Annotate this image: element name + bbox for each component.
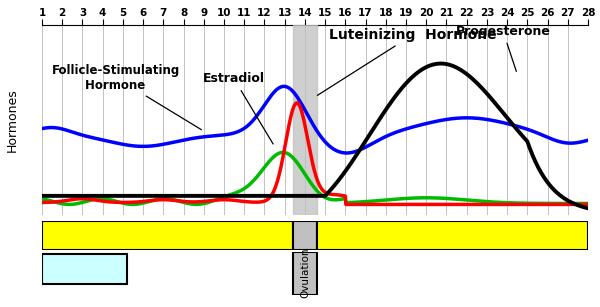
Text: Luteinizing  Hormone: Luteinizing Hormone bbox=[317, 28, 497, 95]
Bar bbox=[317, 221, 588, 250]
Text: Follicular Phase: Follicular Phase bbox=[106, 228, 229, 242]
Bar bbox=[293, 25, 317, 215]
Text: Ovulation: Ovulation bbox=[300, 248, 310, 298]
Bar bbox=[42, 221, 293, 250]
Text: Hormones: Hormones bbox=[5, 88, 19, 152]
Text: Progesterone: Progesterone bbox=[455, 25, 551, 72]
Text: Luteal Phase: Luteal Phase bbox=[402, 228, 503, 242]
Text: Follicle-Stimulating
        Hormone: Follicle-Stimulating Hormone bbox=[52, 64, 202, 130]
Bar bbox=[42, 254, 127, 284]
Text: Menstruation: Menstruation bbox=[47, 263, 121, 274]
Text: Estradiol: Estradiol bbox=[203, 72, 273, 144]
Bar bbox=[293, 252, 317, 295]
Bar bbox=[293, 221, 317, 250]
